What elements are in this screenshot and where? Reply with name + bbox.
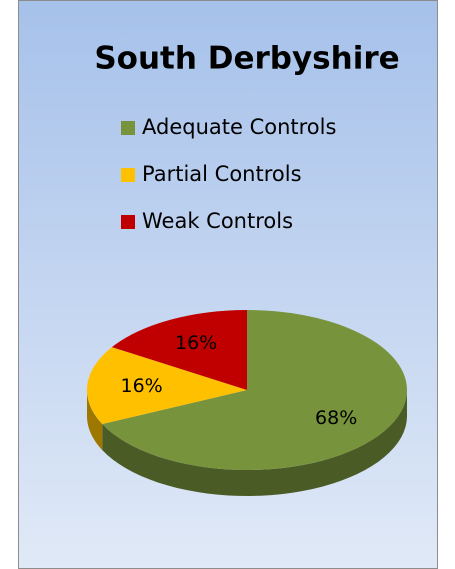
data-label: 16% (120, 375, 162, 397)
slice-side (87, 390, 103, 451)
chart-title: South Derbyshire (94, 41, 399, 77)
legend-swatch (121, 168, 135, 182)
legend-label: Weak Controls (142, 209, 293, 233)
legend-swatch (121, 121, 135, 135)
slice (102, 310, 408, 470)
slice (87, 347, 247, 425)
slice (111, 310, 247, 390)
legend-label: Partial Controls (142, 162, 302, 186)
legend-label: Adequate Controls (142, 115, 336, 139)
data-label: 68% (315, 407, 357, 429)
data-label: 16% (175, 332, 217, 354)
slice-side (102, 390, 408, 496)
legend-swatch (121, 215, 135, 229)
